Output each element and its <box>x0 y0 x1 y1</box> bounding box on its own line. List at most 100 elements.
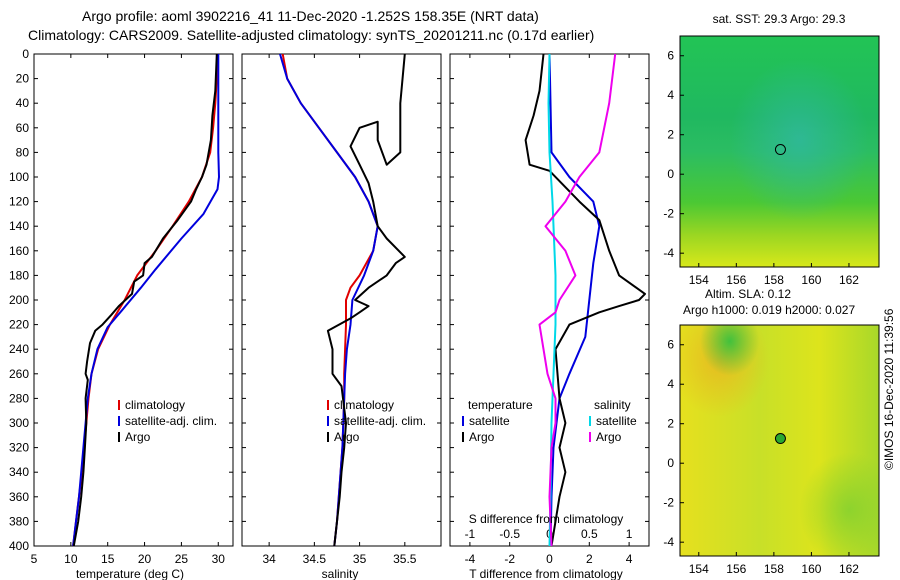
depth-tick-label: 0 <box>22 47 29 61</box>
lat-tick-label: 2 <box>667 128 674 142</box>
x-tick-label: 15 <box>101 552 115 566</box>
lat-tick-label: -2 <box>663 207 674 221</box>
series-line-temperature-satellite <box>548 53 601 547</box>
temperature-lines <box>72 53 220 547</box>
difference-xlabel: T difference from climatology <box>469 567 623 580</box>
legend-label-argo: Argo <box>125 430 151 444</box>
lat-tick-label: 6 <box>667 338 674 352</box>
x-tick-label: 34 <box>262 552 276 566</box>
legend-label-temp-satellite: satellite <box>469 414 510 428</box>
top-tick-label: -0.5 <box>499 527 520 541</box>
series-line-salinity-argo <box>538 53 617 547</box>
depth-tick-label: 260 <box>9 367 29 381</box>
x-tick-label: 5 <box>31 552 38 566</box>
sla-map-frame <box>679 324 880 557</box>
depth-tick-label: 40 <box>16 96 30 110</box>
legend-label-climatology: climatology <box>125 398 185 412</box>
temperature-xlabel: temperature (deg C) <box>76 567 184 580</box>
series-line-argo <box>326 53 406 547</box>
difference-x-ticks: -4 -2 0 2 4 <box>465 54 633 566</box>
difference-top-xlabel: S difference from climatology <box>469 512 624 526</box>
top-tick-label: 1 <box>626 527 633 541</box>
depth-tick-label: 20 <box>16 72 30 86</box>
lon-tick-label: 158 <box>764 273 784 287</box>
temperature-panel: 0 20 40 60 80 100 120 140 160 180 200 220 240 260 280 3… <box>9 47 234 580</box>
depth-tick-label: 360 <box>9 490 29 504</box>
legend-label-temp-argo: Argo <box>469 430 495 444</box>
x-tick-label: 34.5 <box>303 552 327 566</box>
sla-map-title-2: Argo h1000: 0.019 h2000: 0.027 <box>683 303 855 317</box>
sla-lon-ticks: 154 156 158 160 162 <box>689 552 859 576</box>
legend-label-argo: Argo <box>334 430 360 444</box>
legend-header-temperature: temperature <box>468 398 533 412</box>
lon-tick-label: 162 <box>839 562 859 576</box>
lon-tick-label: 154 <box>689 562 709 576</box>
depth-tick-label: 120 <box>9 195 29 209</box>
lat-tick-label: -2 <box>663 496 674 510</box>
lon-tick-label: 158 <box>764 562 784 576</box>
temperature-x-ticks: 5 10 15 20 25 30 <box>31 54 226 566</box>
x-tick-label: 2 <box>586 552 593 566</box>
x-tick-label: 30 <box>212 552 226 566</box>
legend-label-sal-satellite: satellite <box>596 414 637 428</box>
difference-y-ticks <box>450 53 649 547</box>
sla-map: Altim. SLA: 0.12 Argo h1000: 0.019 h2000… <box>663 287 880 576</box>
lon-tick-label: 160 <box>801 562 821 576</box>
sst-argo-marker <box>774 144 786 156</box>
depth-tick-label: 340 <box>9 465 29 479</box>
depth-tick-label: 180 <box>9 268 29 282</box>
top-tick-label: -1 <box>465 527 476 541</box>
sst-warm-patch <box>680 36 879 267</box>
difference-legend: temperature satellite Argo salinity sate… <box>462 398 637 444</box>
temperature-axes-frame <box>33 53 234 547</box>
depth-tick-label: 380 <box>9 514 29 528</box>
depth-tick-label: 240 <box>9 342 29 356</box>
lat-tick-label: -4 <box>663 246 674 260</box>
legend-label-satellite: satellite-adj. clim. <box>334 414 426 428</box>
depth-tick-label: 320 <box>9 441 29 455</box>
salinity-lines <box>279 53 406 547</box>
depth-tick-label: 200 <box>9 293 29 307</box>
lon-tick-label: 154 <box>689 273 709 287</box>
depth-tick-label: 80 <box>16 145 30 159</box>
sst-lon-ticks: 154 156 158 160 162 <box>689 263 859 287</box>
legend-label-sal-argo: Argo <box>596 430 622 444</box>
sst-lat-ticks: -4 -2 0 2 4 6 <box>663 49 684 260</box>
legend-label-climatology: climatology <box>334 398 394 412</box>
credit-stamp: ©IMOS 16-Dec-2020 11:39:56 <box>882 308 896 470</box>
legend-label-satellite: satellite-adj. clim. <box>125 414 217 428</box>
x-tick-label: -4 <box>465 552 476 566</box>
difference-lines <box>524 53 646 547</box>
title-line-1: Argo profile: aoml 3902216_41 11-Dec-202… <box>82 8 539 24</box>
depth-tick-label: 140 <box>9 219 29 233</box>
lon-tick-label: 156 <box>726 273 746 287</box>
series-line-satellite-adj-clim- <box>279 53 379 547</box>
title-line-2: Climatology: CARS2009. Satellite-adjuste… <box>28 27 594 43</box>
lon-tick-label: 156 <box>726 562 746 576</box>
series-line-temperature-argo <box>524 53 646 547</box>
depth-tick-label: 400 <box>9 539 29 553</box>
x-tick-label: 35.5 <box>393 552 417 566</box>
x-tick-label: 4 <box>626 552 633 566</box>
sst-map-frame <box>679 35 880 268</box>
depth-tick-label: 160 <box>9 244 29 258</box>
x-tick-label: 35 <box>353 552 367 566</box>
salinity-legend: climatology satellite-adj. clim. Argo <box>327 398 426 444</box>
sla-argo-marker <box>774 433 786 445</box>
sla-map-title-1: Altim. SLA: 0.12 <box>705 287 791 301</box>
salinity-x-ticks: 34 34.5 35 35.5 <box>262 54 417 566</box>
x-tick-label: 25 <box>175 552 189 566</box>
lat-tick-label: 4 <box>667 88 674 102</box>
lon-tick-label: 160 <box>801 273 821 287</box>
lat-tick-label: 6 <box>667 49 674 63</box>
x-tick-label: -2 <box>504 552 515 566</box>
lat-tick-label: 4 <box>667 377 674 391</box>
series-line-argo <box>72 53 218 547</box>
lat-tick-label: 2 <box>667 417 674 431</box>
sla-lat-ticks: -4 -2 0 2 4 6 <box>663 338 684 549</box>
depth-tick-label: 280 <box>9 391 29 405</box>
top-tick-label: 0.5 <box>581 527 598 541</box>
salinity-xlabel: salinity <box>322 567 359 580</box>
lat-tick-label: 0 <box>667 456 674 470</box>
